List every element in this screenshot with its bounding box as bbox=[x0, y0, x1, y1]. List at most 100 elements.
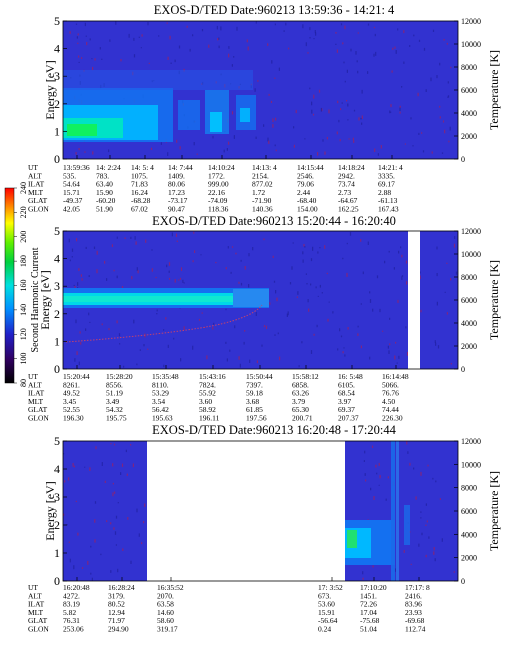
noise-speck bbox=[206, 355, 208, 360]
noise-speck bbox=[110, 522, 112, 525]
noise-speck bbox=[75, 319, 77, 324]
noise-speck bbox=[78, 55, 80, 58]
colorbar-scale bbox=[4, 187, 15, 384]
ephemeris-cell: 54.64 bbox=[63, 180, 80, 189]
y-tick-label: 0 bbox=[54, 152, 60, 166]
ephemeris-cell: 52.55 bbox=[63, 405, 80, 414]
noise-speck bbox=[220, 26, 222, 31]
noise-speck bbox=[166, 22, 168, 24]
noise-speck bbox=[316, 324, 318, 328]
noise-speck bbox=[353, 109, 356, 112]
noise-speck bbox=[120, 59, 122, 62]
noise-speck bbox=[151, 268, 153, 272]
panel-1-axes: 0 1 2 3 4 5 0 2000 4000 6000 8000 10000 12000 bbox=[54, 14, 481, 166]
noise-speck bbox=[420, 511, 422, 513]
noise-speck bbox=[270, 100, 273, 103]
noise-speck bbox=[415, 496, 417, 500]
colorbar-tick-label: 100 bbox=[19, 353, 28, 365]
noise-speck bbox=[121, 286, 124, 290]
noise-speck bbox=[374, 148, 376, 152]
noise-speck bbox=[337, 100, 339, 104]
noise-speck bbox=[106, 520, 108, 523]
noise-speck bbox=[372, 308, 374, 312]
y-right-tick-label: 2000 bbox=[461, 342, 477, 351]
noise-speck bbox=[79, 331, 81, 334]
noise-speck bbox=[271, 60, 273, 64]
noise-speck bbox=[404, 143, 406, 145]
panel-3-axes: 0 1 2 3 4 5 0 2000 4000 6000 8000 10000 12000 bbox=[54, 434, 481, 588]
noise-speck bbox=[78, 148, 80, 151]
noise-speck bbox=[236, 26, 238, 31]
noise-speck bbox=[86, 42, 88, 46]
ephemeris-cell: 83.96 bbox=[405, 600, 422, 609]
noise-speck bbox=[143, 521, 145, 524]
ephemeris-cell: 22.16 bbox=[208, 188, 225, 197]
noise-speck bbox=[322, 139, 324, 142]
noise-speck bbox=[295, 109, 297, 114]
noise-speck bbox=[388, 350, 390, 354]
noise-speck bbox=[397, 28, 399, 31]
noise-speck bbox=[357, 32, 359, 34]
ephemeris-cell: 51.90 bbox=[96, 205, 113, 214]
ephemeris-cell: 42.05 bbox=[63, 205, 80, 214]
noise-speck bbox=[394, 46, 396, 49]
noise-speck bbox=[77, 282, 79, 286]
noise-speck bbox=[109, 39, 111, 42]
ephemeris-cell: 16:28:24 bbox=[108, 583, 135, 592]
y-right-tick-label: 0 bbox=[461, 365, 465, 374]
noise-speck bbox=[192, 34, 194, 37]
noise-speck bbox=[193, 231, 195, 234]
noise-speck bbox=[348, 138, 350, 140]
panel-3-ylabel-right: Temperature [K] bbox=[487, 471, 501, 551]
noise-speck bbox=[353, 140, 355, 143]
noise-speck bbox=[435, 342, 437, 346]
noise-speck bbox=[125, 449, 127, 453]
ephemeris-cell: 14: 2:24 bbox=[96, 163, 121, 172]
noise-speck bbox=[347, 119, 349, 121]
noise-speck bbox=[119, 343, 121, 345]
noise-speck bbox=[230, 271, 232, 274]
noise-speck bbox=[450, 363, 452, 365]
noise-speck bbox=[69, 259, 71, 262]
noise-speck bbox=[113, 443, 116, 446]
ephemeris-cell: -68.28 bbox=[131, 196, 151, 205]
ephemeris-cell: 4272. bbox=[63, 591, 80, 600]
colorbar-ticks: 240 220 200 180 160 140 120 100 80 bbox=[14, 182, 28, 387]
noise-speck bbox=[248, 284, 250, 288]
noise-speck bbox=[428, 536, 430, 539]
noise-speck bbox=[435, 480, 437, 483]
ephemeris-cell: 3179. bbox=[108, 591, 125, 600]
noise-speck bbox=[436, 273, 438, 277]
noise-speck bbox=[133, 54, 136, 58]
panel-3: EXOS-D/TED Date:960213 16:20:48 - 17:20:… bbox=[28, 423, 501, 634]
noise-speck bbox=[136, 267, 138, 271]
noise-speck bbox=[100, 553, 102, 556]
noise-speck bbox=[180, 267, 183, 271]
noise-speck bbox=[88, 275, 90, 277]
colorbar-tick-label: 180 bbox=[19, 255, 28, 267]
ephemeris-cell: 2154. bbox=[252, 171, 269, 180]
noise-speck bbox=[165, 317, 167, 320]
noise-speck bbox=[454, 236, 456, 239]
noise-speck bbox=[297, 291, 299, 295]
noise-speck bbox=[328, 301, 330, 303]
ephemeris-cell: 7824. bbox=[199, 380, 216, 389]
ephemeris-cell: 197.56 bbox=[246, 414, 267, 423]
noise-speck bbox=[317, 251, 319, 254]
y-right-tick-label: 2000 bbox=[461, 132, 477, 141]
ephemeris-row-label: ILAT bbox=[28, 180, 45, 189]
noise-speck bbox=[369, 299, 372, 303]
y-tick-label: 3 bbox=[54, 69, 60, 83]
noise-speck bbox=[194, 250, 196, 253]
noise-speck bbox=[326, 272, 328, 275]
noise-speck bbox=[387, 345, 389, 349]
noise-speck bbox=[265, 325, 268, 329]
noise-speck bbox=[76, 351, 78, 355]
noise-speck bbox=[130, 236, 132, 239]
noise-speck bbox=[291, 266, 293, 270]
noise-speck bbox=[378, 484, 380, 486]
noise-speck bbox=[231, 246, 234, 248]
noise-speck bbox=[389, 110, 391, 114]
noise-speck bbox=[413, 467, 415, 470]
panel-2-band-tail bbox=[233, 289, 269, 307]
